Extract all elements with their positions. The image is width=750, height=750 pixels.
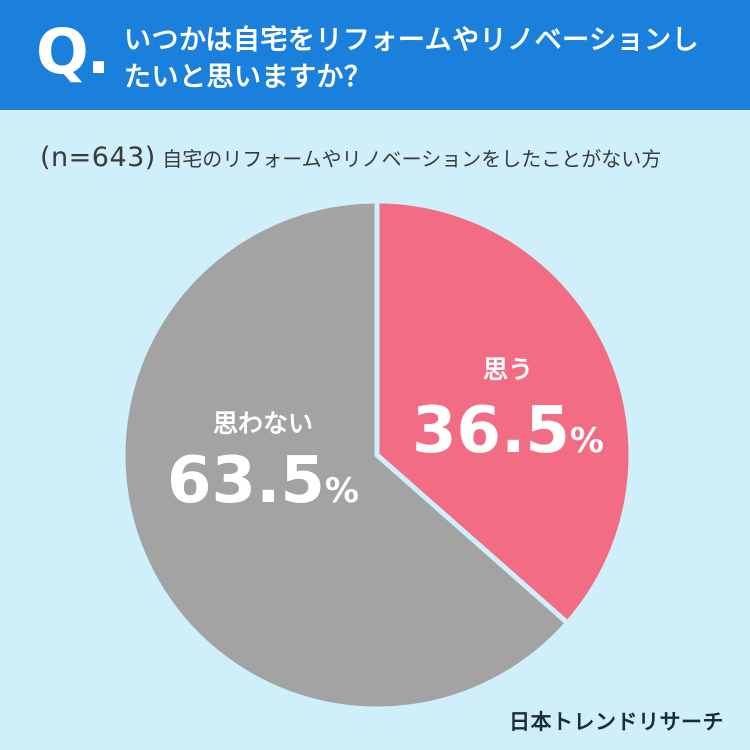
- slice-category-label: 思う: [483, 355, 533, 384]
- sample-subtitle: (n=643) 自宅のリフォームやリノベーションをしたことがない方: [40, 140, 661, 177]
- question-header: Q. いつかは自宅をリフォームやリノベーションしたいと思いますか？: [0, 0, 750, 110]
- pie-slice-no: [120, 198, 571, 712]
- question-title: いつかは自宅をリフォームやリノベーションしたいと思いますか？: [124, 25, 700, 93]
- slice-value-label: 36.5%: [412, 394, 604, 468]
- slice-category-label: 思わない: [213, 409, 313, 438]
- brand-logo-text: 日本トレンドリサーチ: [509, 710, 724, 734]
- sample-description: 自宅のリフォームやリノベーションをしたことがない方: [162, 147, 662, 171]
- pie-slice-yes: [374, 198, 634, 626]
- slice-value-label: 63.5%: [167, 444, 359, 518]
- q-mark: Q.: [36, 15, 110, 88]
- sample-size: (n=643): [40, 142, 156, 173]
